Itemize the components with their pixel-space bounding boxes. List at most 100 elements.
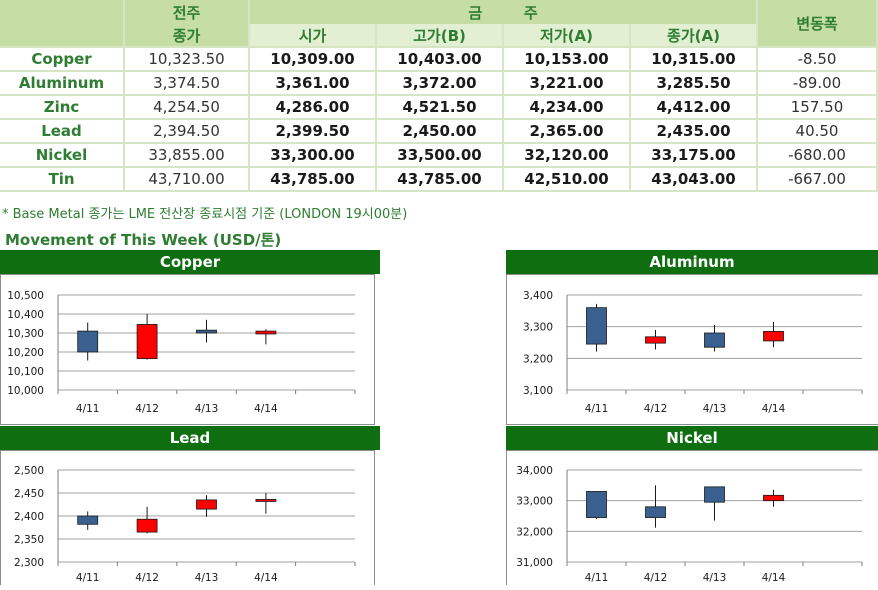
cell-close: 10,315.00: [631, 48, 759, 72]
cell-open: 33,300.00: [250, 144, 377, 168]
cell-change: 157.50: [758, 96, 878, 120]
cell-high: 3,372.00: [377, 72, 504, 96]
y-tick-label: 2,350: [14, 534, 44, 546]
cell-prev: 10,323.50: [125, 48, 250, 72]
x-tick-label: 4/12: [135, 572, 159, 584]
header-change: 변동폭: [758, 0, 878, 48]
x-tick-label: 4/12: [135, 403, 159, 415]
y-tick-label: 2,400: [14, 511, 44, 523]
y-tick-label: 2,450: [14, 488, 44, 500]
x-tick-label: 4/12: [644, 403, 668, 415]
y-tick-label: 34,000: [516, 465, 553, 477]
candle-body: [136, 324, 158, 360]
x-tick-label: 4/13: [703, 403, 727, 415]
cell-low: 42,510.00: [504, 168, 631, 192]
cell-close: 33,175.00: [631, 144, 759, 168]
aluminum-chart: 3,100 3,200 3,300 3,400 4/11 4/12 4/13 4/14: [523, 290, 863, 415]
candle-body: [255, 499, 277, 502]
y-tick-label: 32,000: [516, 526, 553, 538]
x-tick-label: 4/11: [585, 572, 609, 584]
cell-prev: 3,374.50: [125, 72, 250, 96]
candle-body: [196, 329, 217, 334]
y-tick-label: 2,300: [14, 557, 44, 569]
cell-open: 2,399.50: [250, 120, 377, 144]
cell-low: 2,365.00: [504, 120, 631, 144]
lead-chart-panel: Lead 2,300 2,350 2,400 2,450 2,500 4/11 4/12 4/…: [0, 426, 380, 585]
copper-chart: 10,000 10,100 10,200 10,300 10,400 10,500 4/11…: [7, 290, 356, 415]
candle-body: [196, 499, 217, 510]
table-row: Zinc 4,254.50 4,286.00 4,521.50 4,234.00 4,41…: [0, 96, 878, 120]
y-tick-label: 10,300: [7, 328, 44, 340]
week-title: Movement of This Week (USD/톤): [5, 231, 282, 249]
cell-low: 3,221.00: [504, 72, 631, 96]
header-blank-2: [0, 24, 125, 48]
cell-metal: Zinc: [0, 96, 125, 120]
cell-change: -89.00: [758, 72, 878, 96]
table-row: Nickel 33,855.00 33,300.00 33,500.00 32,120.…: [0, 144, 878, 168]
header-row-1: 전주 금 주 변동폭: [0, 0, 878, 48]
candle-body: [763, 494, 784, 502]
chart-area: 3,100 3,200 3,300 3,400 4/11 4/12 4/13 4/14: [506, 274, 878, 425]
y-tick-label: 3,200: [523, 353, 553, 365]
footnote: * Base Metal 종가는 LME 전산장 종료시점 기준 (LONDON…: [2, 207, 408, 222]
header-prev-close: 종가: [125, 24, 250, 48]
y-tick-label: 10,400: [7, 309, 44, 321]
candle-body: [77, 330, 99, 353]
cell-close: 4,412.00: [631, 96, 759, 120]
cell-metal: Nickel: [0, 144, 125, 168]
nickel-chart: 31,000 32,000 33,000 34,000 4/11 4/12 4/13 4/14: [516, 465, 863, 584]
chart-area: 2,300 2,350 2,400 2,450 2,500 4/11 4/12 4/13 4/1…: [0, 450, 375, 585]
table-row: Copper 10,323.50 10,309.00 10,403.00 10,153.…: [0, 48, 878, 72]
table-row: Lead 2,394.50 2,399.50 2,450.00 2,365.00 2,43…: [0, 120, 878, 144]
cell-prev: 43,710.00: [125, 168, 250, 192]
header-open: 시가: [250, 24, 377, 48]
cell-open: 10,309.00: [250, 48, 377, 72]
aluminum-chart-panel: Aluminum 3,100 3,200 3,300 3,400 4/11 4/12 4/1…: [506, 250, 878, 425]
candle-body: [704, 486, 725, 503]
chart-title: Nickel: [506, 426, 878, 450]
y-tick-label: 31,000: [516, 557, 553, 569]
candle-body: [763, 331, 784, 342]
cell-open: 43,785.00: [250, 168, 377, 192]
x-tick-label: 4/13: [195, 572, 219, 584]
price-table: 전주 금 주 변동폭 종가 시가 고가(B) 저가(A) 종가(A) Coppe…: [0, 0, 878, 192]
x-tick-label: 4/13: [703, 572, 727, 584]
cell-high: 2,450.00: [377, 120, 504, 144]
cell-metal: Copper: [0, 48, 125, 72]
cell-prev: 33,855.00: [125, 144, 250, 168]
x-tick-label: 4/14: [254, 572, 278, 584]
cell-close: 3,285.50: [631, 72, 759, 96]
cell-metal: Aluminum: [0, 72, 125, 96]
candle-body: [704, 332, 725, 348]
table-row: Aluminum 3,374.50 3,361.00 3,372.00 3,221.00…: [0, 72, 878, 96]
candle-body: [586, 307, 607, 345]
cell-prev: 4,254.50: [125, 96, 250, 120]
cell-high: 10,403.00: [377, 48, 504, 72]
chart-title: Copper: [0, 250, 380, 274]
header-low: 저가(A): [504, 24, 631, 48]
candle-body: [645, 336, 666, 344]
cell-change: -8.50: [758, 48, 878, 72]
x-tick-label: 4/14: [762, 572, 786, 584]
y-tick-label: 10,500: [7, 290, 44, 302]
candle-body: [255, 330, 277, 335]
header-high: 고가(B): [377, 24, 504, 48]
header-blank: [0, 0, 125, 24]
y-tick-label: 10,100: [7, 366, 44, 378]
nickel-chart-panel: Nickel 31,000 32,000 33,000 34,000 4/11 4/12 4…: [506, 426, 878, 585]
cell-high: 33,500.00: [377, 144, 504, 168]
table-row: Tin 43,710.00 43,785.00 43,785.00 42,510.00 4…: [0, 168, 878, 192]
cell-metal: Tin: [0, 168, 125, 192]
header-close: 종가(A): [631, 24, 759, 48]
y-tick-label: 3,300: [523, 322, 553, 334]
cell-change: 40.50: [758, 120, 878, 144]
y-tick-label: 2,500: [14, 465, 44, 477]
x-tick-label: 4/14: [254, 403, 278, 415]
cell-metal: Lead: [0, 120, 125, 144]
chart-area: 10,000 10,100 10,200 10,300 10,400 10,500 4/11…: [0, 274, 375, 425]
cell-low: 10,153.00: [504, 48, 631, 72]
candle-body: [645, 506, 666, 518]
x-tick-label: 4/11: [76, 572, 100, 584]
y-tick-label: 33,000: [516, 496, 553, 508]
chart-title: Lead: [0, 426, 380, 450]
